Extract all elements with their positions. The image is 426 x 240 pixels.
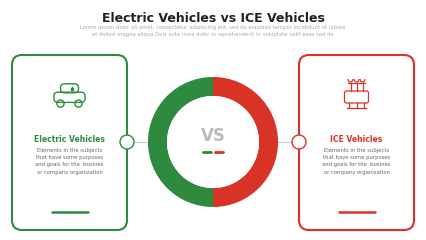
Text: Electric Vehicles vs ICE Vehicles: Electric Vehicles vs ICE Vehicles (101, 12, 325, 25)
Text: Lorem ipsum dolor sit amet, consectetur adipiscing elit, sed do eiusmod tempor i: Lorem ipsum dolor sit amet, consectetur … (81, 25, 345, 37)
Text: VS: VS (201, 127, 225, 145)
FancyBboxPatch shape (12, 55, 127, 230)
Wedge shape (148, 77, 213, 207)
Text: Electric Vehicles: Electric Vehicles (34, 135, 105, 144)
Circle shape (120, 135, 134, 149)
Text: Elements in the subjects
that have some purposes
and goals for the  busines
or c: Elements in the subjects that have some … (35, 148, 104, 175)
Circle shape (148, 77, 278, 207)
Wedge shape (213, 77, 278, 207)
Circle shape (167, 96, 259, 188)
Text: Elements in the subjects
that have some purposes
and goals for the  busines
or c: Elements in the subjects that have some … (322, 148, 391, 175)
Circle shape (292, 135, 306, 149)
FancyBboxPatch shape (299, 55, 414, 230)
Text: ICE Vehicles: ICE Vehicles (331, 135, 383, 144)
